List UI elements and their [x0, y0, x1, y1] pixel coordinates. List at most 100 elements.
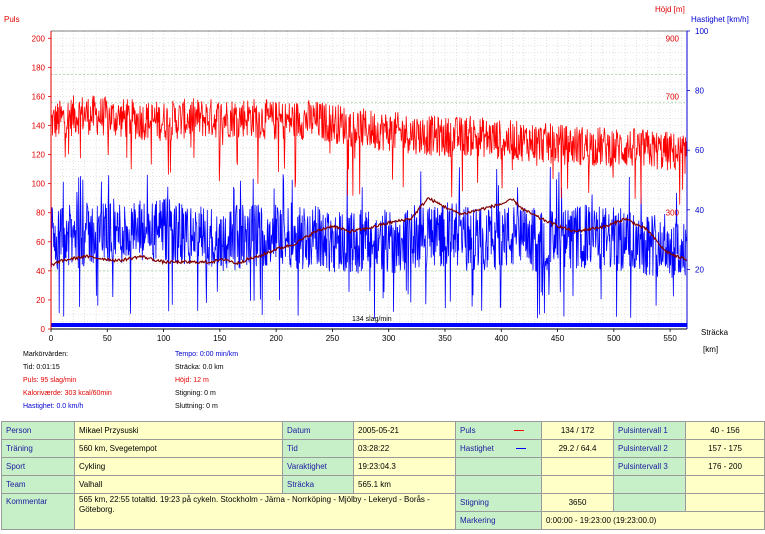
puls-tick-label: 120: [32, 151, 46, 160]
marker-puls: Puls: 95 slag/min: [23, 377, 77, 384]
marker-tempo: Tempo: 0:00 min/km: [175, 351, 239, 358]
sport-label: Sport: [1, 457, 75, 476]
x-tick-label: 400: [495, 334, 509, 343]
empty-value-cell: [685, 493, 765, 512]
hojd-tick-label: 900: [666, 34, 680, 43]
x-tick-label: 300: [382, 334, 396, 343]
x-axis-label: Sträcka: [701, 328, 729, 337]
pulsintervall-2-value: 157 - 175: [685, 439, 765, 458]
team-value: Valhall: [74, 475, 283, 494]
series-puls: [50, 95, 688, 205]
person-value: Mikael Przysuski: [74, 421, 283, 440]
x-tick-label: 200: [269, 334, 283, 343]
pulsintervall-3-value: 176 - 200: [685, 457, 765, 476]
chart: 0 50 100 150 200 250 300 350 400 450 500 550 0 20 40 60…: [4, 5, 749, 354]
traning-label: Träning: [1, 439, 75, 458]
empty-value-cell: [685, 475, 765, 494]
markering-label: Markering: [455, 511, 542, 530]
empty-label-cell: [455, 475, 542, 494]
puls-tick-label: 20: [36, 296, 45, 305]
puls-tick-label: 40: [36, 267, 45, 276]
marker-title: Markörvärden:: [23, 351, 69, 358]
pulsintervall-1-value: 40 - 156: [685, 421, 765, 440]
x-tick-label: 350: [438, 334, 452, 343]
x-axis-unit: [km]: [703, 345, 718, 354]
person-label: Person: [1, 421, 75, 440]
ticks: 0 50 100 150 200 250 300 350 400 450 500 550 0 20 40 60…: [32, 27, 709, 343]
grid: [51, 31, 687, 329]
puls-tick-label: 140: [32, 121, 46, 130]
x-tick-label: 500: [607, 334, 621, 343]
table-row: Markering 0:00:00 - 19:23:00 (19:23:00.0…: [2, 511, 765, 530]
puls-tick-label: 180: [32, 63, 46, 72]
hojd-tick-label: 300: [666, 209, 680, 218]
puls-label: Puls: [455, 421, 542, 440]
puls-legend-line: [513, 430, 524, 432]
hastighet-tick-label: 20: [695, 265, 704, 274]
stracka-value: 565.1 km: [353, 475, 456, 494]
hastighet-tick-label: 40: [695, 206, 704, 215]
team-label: Team: [1, 475, 75, 494]
empty-value-cell: [541, 457, 614, 476]
table-row: Person Mikael Przysuski Datum 2005-05-21…: [1, 421, 765, 440]
empty-label-cell: [455, 457, 542, 476]
marker-sluttning: Sluttning: 0 m: [175, 403, 218, 410]
puls-tick-label: 60: [36, 238, 45, 247]
marker-values-right: Tempo: 0:00 min/km Sträcka: 0.0 km Höjd:…: [175, 348, 238, 413]
sport-value: Cykling: [74, 457, 283, 476]
empty-label-cell: [613, 493, 686, 512]
hastighet-tick-label: 100: [695, 27, 709, 36]
pulsintervall-1-label: Pulsintervall 1: [613, 421, 686, 440]
hastighet-label: Hastighet: [455, 439, 542, 458]
table-row: Träning 560 km, Svegetempot Tid 03:28:22…: [1, 439, 765, 458]
marker-kalori: Kaloriværde: 303 kcal/60min: [23, 390, 112, 397]
hastighet-tick-label: 60: [695, 146, 704, 155]
tid-label: Tid: [282, 439, 354, 458]
table-row: Sport Cykling Varaktighet 19:23:04.3 Pul…: [1, 457, 765, 476]
kommentar-value: 565 km, 22:55 totaltid. 19:23 på cykeln.…: [74, 493, 456, 530]
x-tick-label: 50: [103, 334, 112, 343]
puls-tick-label: 80: [36, 209, 45, 218]
traning-value: 560 km, Svegetempot: [74, 439, 283, 458]
series-hastighet: [50, 166, 688, 319]
series-hojd: [51, 197, 688, 267]
puls-tick-label: 160: [32, 92, 46, 101]
hojd-line: [51, 197, 688, 267]
left-axis-label: Puls: [4, 15, 20, 24]
puls-value: 134 / 172: [541, 421, 614, 440]
stracka-label: Sträcka: [282, 475, 354, 494]
marker-hastighet: Hastighet: 0.0 km/h: [23, 403, 84, 410]
marker-values-left: Markörvärden: Tid: 0:01:15 Puls: 95 slag…: [23, 348, 112, 413]
varaktighet-label: Varaktighet: [282, 457, 354, 476]
markering-value: 0:00:00 - 19:23:00 (19:23:00.0): [541, 511, 765, 530]
puls-label-text: Puls: [460, 426, 476, 435]
puls-tick-label: 0: [41, 325, 46, 334]
datum-value: 2005-05-21: [353, 421, 456, 440]
x-tick-label: 550: [663, 334, 677, 343]
varaktighet-value: 19:23:04.3: [353, 457, 456, 476]
hastighet-label-text: Hastighet: [460, 444, 494, 453]
marker-stigning: Stigning: 0 m: [175, 390, 216, 397]
axes: [50, 30, 688, 330]
plot-area: [51, 31, 687, 329]
right-axis-label-hastighet: Hastighet [km/h]: [691, 15, 749, 24]
hastighet-line: [50, 166, 688, 319]
x-tick-label: 250: [326, 334, 340, 343]
reference-annotation: 134 slag/min: [352, 316, 392, 323]
table-row: Team Valhall Sträcka 565.1 km: [1, 475, 765, 494]
x-tick-label: 150: [213, 334, 227, 343]
marker-stracka: Sträcka: 0.0 km: [175, 364, 224, 371]
datum-label: Datum: [282, 421, 354, 440]
puls-tick-label: 200: [32, 34, 46, 43]
hojd-tick-label: 700: [666, 92, 680, 101]
hastighet-tick-label: 80: [695, 87, 704, 96]
tid-value: 03:28:22: [353, 439, 456, 458]
marker-tid: Tid: 0:01:15: [23, 364, 60, 371]
kommentar-label: Kommentar: [1, 493, 75, 530]
reference-band: [51, 323, 687, 327]
puls-line: [50, 95, 688, 205]
empty-value-cell: [541, 475, 614, 494]
x-tick-label: 100: [157, 334, 171, 343]
right-axis-label-hojd: Höjd [m]: [655, 5, 685, 14]
puls-tick-label: 100: [32, 180, 46, 189]
